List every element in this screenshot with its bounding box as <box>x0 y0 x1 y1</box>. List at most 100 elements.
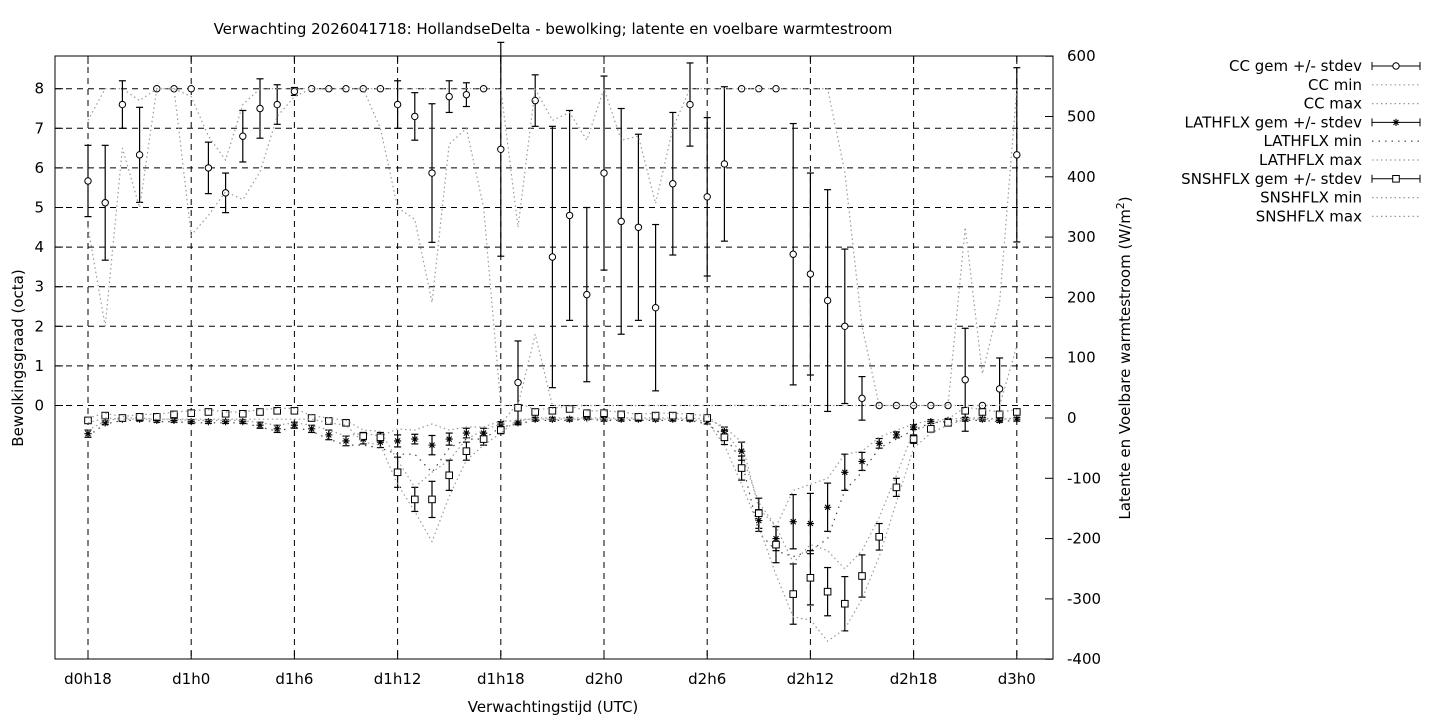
legend-label-snshflx-max: SNSHFLX max <box>1256 207 1362 225</box>
cc-gem-stdev-point <box>634 223 643 232</box>
legend-label-cc-max: CC max <box>1304 95 1363 113</box>
y2-axis-label-sup: 2 <box>1114 202 1127 209</box>
y2-axis-label-text: Latente en Voelbare warmtestroom (W/m <box>1116 209 1134 519</box>
cc-gem-stdev-point <box>789 250 797 258</box>
lathflx-gem-stdev-point <box>531 415 539 423</box>
snshflx-gem-stdev-point <box>273 406 281 415</box>
snshflx-gem-stdev-point <box>634 412 643 421</box>
snshflx-gem-stdev-point <box>118 414 127 422</box>
tick-layer: d0h18 d1h0 d1h6 d1h12 d1h18 d2h0 d2h6 d2h12 d2h1… <box>34 47 1101 688</box>
x-tick-label: d1h18 <box>477 670 525 688</box>
snshflx-gem-stdev-point <box>1013 408 1021 416</box>
x-tick-label: d2h0 <box>585 670 623 688</box>
snshflx-gem-stdev-point <box>806 573 815 582</box>
snshflx-gem-stdev-point <box>204 408 213 416</box>
y2-axis-label-close: ) <box>1116 196 1134 202</box>
snshflx-gem-stdev-point <box>875 532 884 541</box>
snshflx-gem-stdev-point <box>514 403 522 412</box>
snshflx-gem-stdev-point <box>135 412 144 421</box>
cc-gem-stdev-point <box>428 169 436 177</box>
y2-tick-label: 400 <box>1067 168 1096 186</box>
cc-gem-stdev-point <box>858 394 866 403</box>
lathflx-gem-stdev-point <box>428 441 436 449</box>
lathflx-gem-stdev-point <box>566 415 574 423</box>
cc-gem-stdev-point <box>651 303 660 312</box>
lathflx-gem-stdev-point <box>600 415 608 423</box>
snshflx-gem-stdev-point <box>755 509 763 518</box>
lathflx-gem-stdev-point <box>325 431 333 439</box>
y-tick-label: 3 <box>34 278 44 296</box>
x-tick-label: d1h12 <box>374 670 422 688</box>
lathflx-min-line <box>87 418 1017 558</box>
lathflx-gem-stdev-point <box>187 418 195 426</box>
cc-gem-stdev-point <box>84 177 92 185</box>
cc-gem-stdev-point <box>445 92 453 101</box>
snshflx-gem-stdev-point <box>497 426 505 434</box>
snshflx-gem-stdev-point <box>239 409 247 418</box>
lathflx-gem-stdev-point <box>394 437 402 445</box>
grid-layer <box>55 56 1053 659</box>
chart-title: Verwachting 2026041718: HollandseDelta -… <box>214 20 893 38</box>
cc-gem-stdev-point <box>841 322 849 330</box>
y-tick-label: 2 <box>34 317 44 335</box>
cc-gem-stdev-group <box>84 41 1021 432</box>
y-tick-label: 1 <box>34 357 44 375</box>
legend-label-cc-min: CC min <box>1308 76 1362 94</box>
snshflx-gem-stdev-point <box>359 432 367 440</box>
cc-max-line <box>87 86 1018 407</box>
cc-gem-stdev-point <box>755 85 763 93</box>
legend-label-lathflx-min: LATHFLX min <box>1263 132 1362 150</box>
y2-axis-label: Latente en Voelbare warmtestroom (W/m2) <box>1114 196 1134 519</box>
snshflx-gem-stdev-point <box>376 433 385 442</box>
cc-gem-stdev-point <box>204 164 213 172</box>
snshflx-gem-stdev-point <box>944 419 952 427</box>
x-tick-label: d2h6 <box>688 670 726 688</box>
lathflx-gem-stdev-point <box>84 430 92 438</box>
lathflx-gem-stdev-point <box>514 419 522 427</box>
snshflx-gem-stdev-point <box>583 409 591 417</box>
cc-gem-stdev-point <box>806 270 815 278</box>
cc-gem-stdev-point <box>565 211 574 220</box>
lathflx-gem-stdev-point <box>996 416 1004 425</box>
snshflx-gem-stdev-point <box>393 468 402 477</box>
plot-frame <box>54 55 1054 660</box>
lathflx-gem-stdev-point <box>738 447 746 455</box>
snshflx-gem-stdev-point <box>170 410 178 419</box>
cc-gem-stdev-point <box>823 296 832 305</box>
lathflx-gem-stdev-point <box>342 437 350 445</box>
snshflx-gem-stdev-point <box>290 406 299 415</box>
snshflx-gem-stdev-point <box>669 411 677 420</box>
legend-marker-star <box>1392 118 1400 126</box>
lathflx-max-line <box>87 417 1017 528</box>
cc-gem-stdev-point <box>239 132 247 140</box>
x-tick-label: d1h6 <box>275 670 313 688</box>
snshflx-gem-stdev-point <box>737 464 746 472</box>
snshflx-gem-stdev-point <box>153 412 161 421</box>
lathflx-gem-stdev-point <box>204 418 212 426</box>
cc-gem-stdev-point <box>720 160 729 168</box>
lathflx-gem-stdev-point <box>308 425 316 433</box>
y2-tick-label: 600 <box>1067 47 1096 65</box>
lathflx-gem-stdev-point <box>927 418 935 426</box>
cc-gem-stdev-point <box>617 217 625 226</box>
snshflx-gem-stdev-point <box>823 587 832 596</box>
y2-tick-label: 100 <box>1067 349 1096 367</box>
legend-marker-square <box>1392 175 1400 183</box>
y2-tick-label: -300 <box>1067 590 1101 608</box>
lathflx-gem-stdev-point <box>411 435 419 443</box>
snshflx-gem-stdev-point <box>978 408 987 416</box>
cc-gem-stdev-point <box>961 376 969 384</box>
snshflx-gem-stdev-point <box>961 406 970 415</box>
lathflx-gem-stdev-point <box>806 519 814 528</box>
cc-gem-stdev-point <box>118 100 127 109</box>
cc-gem-stdev-point <box>703 193 711 201</box>
snshflx-gem-stdev-point <box>789 590 798 598</box>
lathflx-gem-stdev-point <box>824 503 832 511</box>
lathflx-gem-stdev-point <box>445 435 453 443</box>
y2-tick-label: 200 <box>1067 288 1096 306</box>
legend-label-lathflx-gem-stdev: LATHFLX gem +/- stdev <box>1184 113 1362 131</box>
snshflx-gem-stdev-point <box>565 405 574 413</box>
legend-label-cc-gem-stdev: CC gem +/- stdev <box>1229 57 1362 75</box>
lathflx-gem-stdev-point <box>239 418 247 426</box>
snshflx-gem-stdev-point <box>892 483 901 492</box>
